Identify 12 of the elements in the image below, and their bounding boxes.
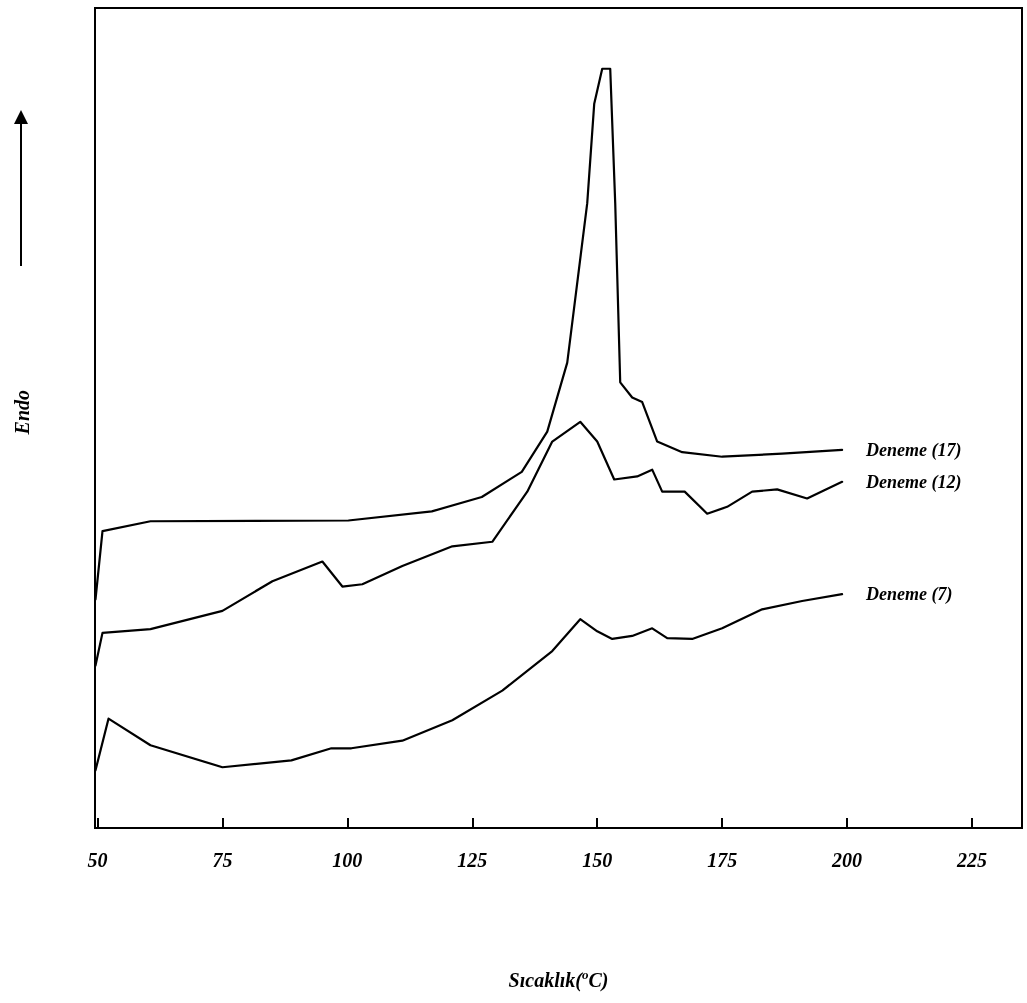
series-label: Deneme (17) — [865, 439, 962, 461]
y-axis-title: Endo — [11, 389, 33, 436]
x-tick-label: 175 — [707, 849, 738, 871]
x-tick-label: 150 — [582, 849, 613, 871]
series-label: Deneme (7) — [865, 584, 953, 606]
x-tick-label: 50 — [87, 849, 108, 871]
x-tick-label: 225 — [956, 849, 988, 871]
x-tick-label: 200 — [831, 849, 863, 871]
x-tick-label: 100 — [332, 849, 363, 871]
x-tick-label: 75 — [212, 849, 233, 871]
series-label: Deneme (12) — [865, 471, 962, 493]
x-tick-label: 125 — [457, 849, 488, 871]
